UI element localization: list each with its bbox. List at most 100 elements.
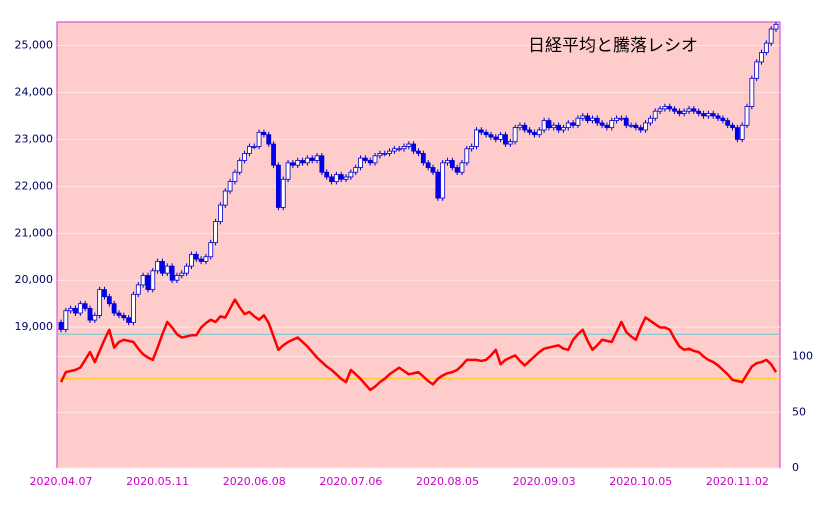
candle-body <box>164 265 170 274</box>
candle-body <box>247 146 252 154</box>
candle-body <box>348 171 354 178</box>
candle-body <box>454 167 460 173</box>
candle-body <box>338 174 344 180</box>
candle-body <box>213 221 218 244</box>
candle-body <box>82 303 88 309</box>
candle-body <box>647 117 653 124</box>
candle-body <box>633 124 639 129</box>
y2-tick-label: 50 <box>792 405 806 418</box>
candle-body <box>619 117 624 120</box>
candle-body <box>575 117 581 126</box>
candle-body <box>546 120 552 129</box>
candle-body <box>759 52 764 63</box>
candle-body <box>720 117 726 121</box>
candle-body <box>763 42 769 53</box>
candle-body <box>92 315 98 321</box>
candle-body <box>416 150 421 154</box>
candle-body <box>271 143 276 166</box>
y2-tick-label: 0 <box>792 461 799 474</box>
candle-body <box>309 157 315 161</box>
x-tick-label: 2020.10.05 <box>609 475 672 488</box>
candle-body <box>565 122 571 129</box>
candle-body <box>570 122 576 126</box>
x-tick-label: 2020.09.03 <box>513 475 576 488</box>
x-tick-label: 2020.05.11 <box>126 475 189 488</box>
candle-body <box>63 310 69 330</box>
candle-body <box>676 110 682 114</box>
plot-area <box>56 21 781 469</box>
y-tick-label: 20,000 <box>15 273 54 286</box>
candle-body <box>102 289 107 298</box>
candle-body <box>449 160 455 168</box>
candle-body <box>290 162 296 166</box>
candle-body <box>184 265 190 274</box>
candle-body <box>329 176 334 183</box>
candle-body <box>343 176 349 180</box>
candle-body <box>314 155 320 161</box>
candle-body <box>382 153 388 155</box>
candle-body <box>440 162 446 199</box>
candle-body <box>280 178 286 208</box>
candle-body <box>483 131 489 136</box>
candle-body <box>536 129 542 136</box>
candle-body <box>150 270 156 290</box>
x-tick-label: 2020.06.08 <box>223 475 286 488</box>
candle-body <box>372 155 378 164</box>
candle-body <box>667 106 673 110</box>
candle-body <box>459 162 465 173</box>
candle-body <box>561 127 566 131</box>
candle-body <box>522 124 528 131</box>
candle-body <box>507 141 513 145</box>
candle-body <box>387 150 392 154</box>
candle-body <box>691 108 697 112</box>
candle-body <box>324 171 330 178</box>
candle-body <box>556 124 562 131</box>
candle-body <box>594 117 600 124</box>
candle-body <box>367 160 373 164</box>
candle-body <box>77 303 83 314</box>
candle-body <box>145 275 151 290</box>
candle-body <box>715 115 721 119</box>
candle-body <box>749 77 755 107</box>
candle-body <box>551 124 557 129</box>
candle-body <box>773 23 779 30</box>
candle-body <box>203 256 209 262</box>
candle-body <box>285 162 291 180</box>
candle-body <box>319 155 325 173</box>
candle-body <box>406 143 412 147</box>
candle-body <box>498 134 504 140</box>
candle-body <box>198 258 204 262</box>
candle-body <box>140 275 146 286</box>
candle-body <box>580 115 586 119</box>
x-tick-label: 2020.07.06 <box>319 475 382 488</box>
candle-body <box>488 134 494 138</box>
candle-body <box>227 181 233 192</box>
candle-body <box>643 122 648 131</box>
candle-body <box>304 157 310 164</box>
candle-body <box>705 113 711 117</box>
y-tick-label: 22,000 <box>15 179 54 192</box>
candle-body <box>734 127 740 140</box>
y-tick-label: 23,000 <box>15 132 54 145</box>
candle-body <box>232 171 238 183</box>
candle-body <box>744 106 750 126</box>
candle-body <box>710 113 716 117</box>
candle-body <box>261 131 267 136</box>
candle-body <box>135 284 141 295</box>
candle-body <box>58 322 64 330</box>
candle-body <box>478 129 484 133</box>
candle-body <box>193 253 199 260</box>
candle-body <box>169 265 175 281</box>
ratio-line <box>59 298 778 392</box>
y-tick-label: 25,000 <box>15 38 54 51</box>
candle-body <box>730 124 735 129</box>
x-tick-label: 2020.11.02 <box>706 475 769 488</box>
y2-tick-label: 100 <box>792 350 813 363</box>
candle-body <box>614 117 619 121</box>
candle-body <box>686 108 692 112</box>
candle-body <box>681 110 687 114</box>
candle-body <box>527 129 533 133</box>
x-tick-label: 2020.04.07 <box>30 475 93 488</box>
candle-body <box>420 153 426 164</box>
